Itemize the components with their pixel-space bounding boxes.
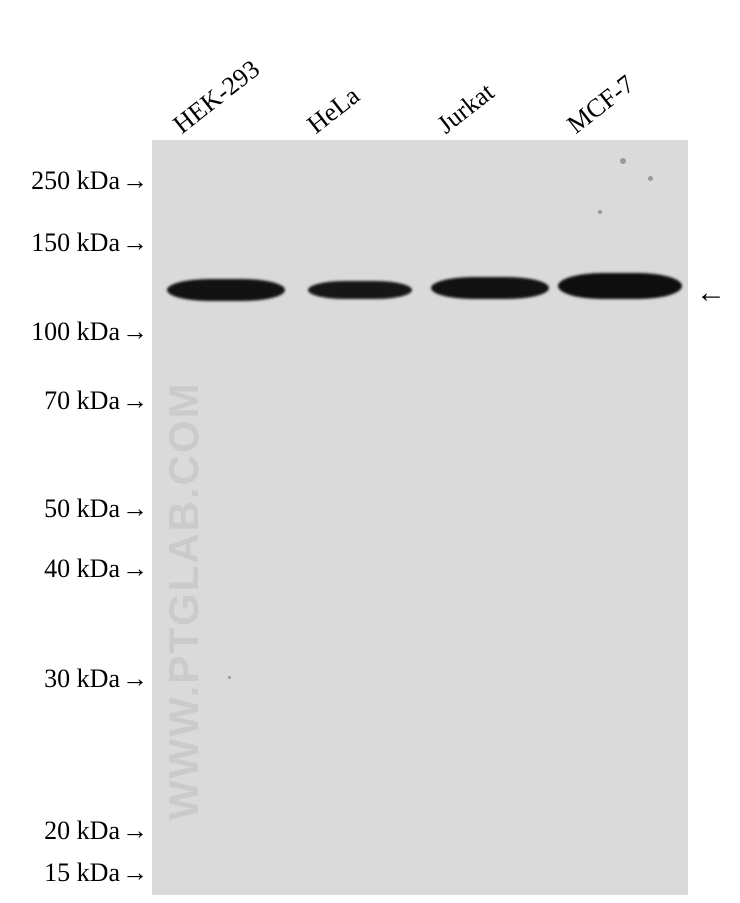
lane-label: HEK-293 <box>168 54 266 140</box>
blot-band <box>431 277 549 299</box>
blot-band <box>308 281 412 299</box>
lane-label: HeLa <box>302 81 366 140</box>
marker-label: 250 kDa→ <box>31 166 148 196</box>
marker-label: 40 kDa→ <box>44 554 148 584</box>
speck <box>598 210 602 214</box>
arrow-right-icon: → <box>122 664 148 694</box>
marker-label: 15 kDa→ <box>44 858 148 888</box>
target-band-arrow-icon: ← <box>696 276 726 310</box>
marker-label: 30 kDa→ <box>44 664 148 694</box>
arrow-right-icon: → <box>122 166 148 196</box>
marker-label: 50 kDa→ <box>44 494 148 524</box>
arrow-right-icon: → <box>122 386 148 416</box>
blot-band <box>167 279 285 301</box>
marker-label: 20 kDa→ <box>44 816 148 846</box>
lane-label: MCF-7 <box>562 69 641 140</box>
membrane-area <box>152 140 688 895</box>
arrow-right-icon: → <box>122 554 148 584</box>
blot-band <box>558 273 682 299</box>
arrow-right-icon: → <box>122 228 148 258</box>
arrow-right-icon: → <box>122 816 148 846</box>
lane-label: Jurkat <box>432 77 501 140</box>
marker-label: 70 kDa→ <box>44 386 148 416</box>
blot-figure: WWW.PTGLAB.COM HEK-293 HeLa Jurkat MCF-7… <box>0 0 740 903</box>
speck <box>648 176 653 181</box>
arrow-right-icon: → <box>122 858 148 888</box>
arrow-right-icon: → <box>122 494 148 524</box>
speck <box>620 158 626 164</box>
marker-label: 150 kDa→ <box>31 228 148 258</box>
marker-label: 100 kDa→ <box>31 317 148 347</box>
arrow-right-icon: → <box>122 317 148 347</box>
speck <box>228 676 231 679</box>
